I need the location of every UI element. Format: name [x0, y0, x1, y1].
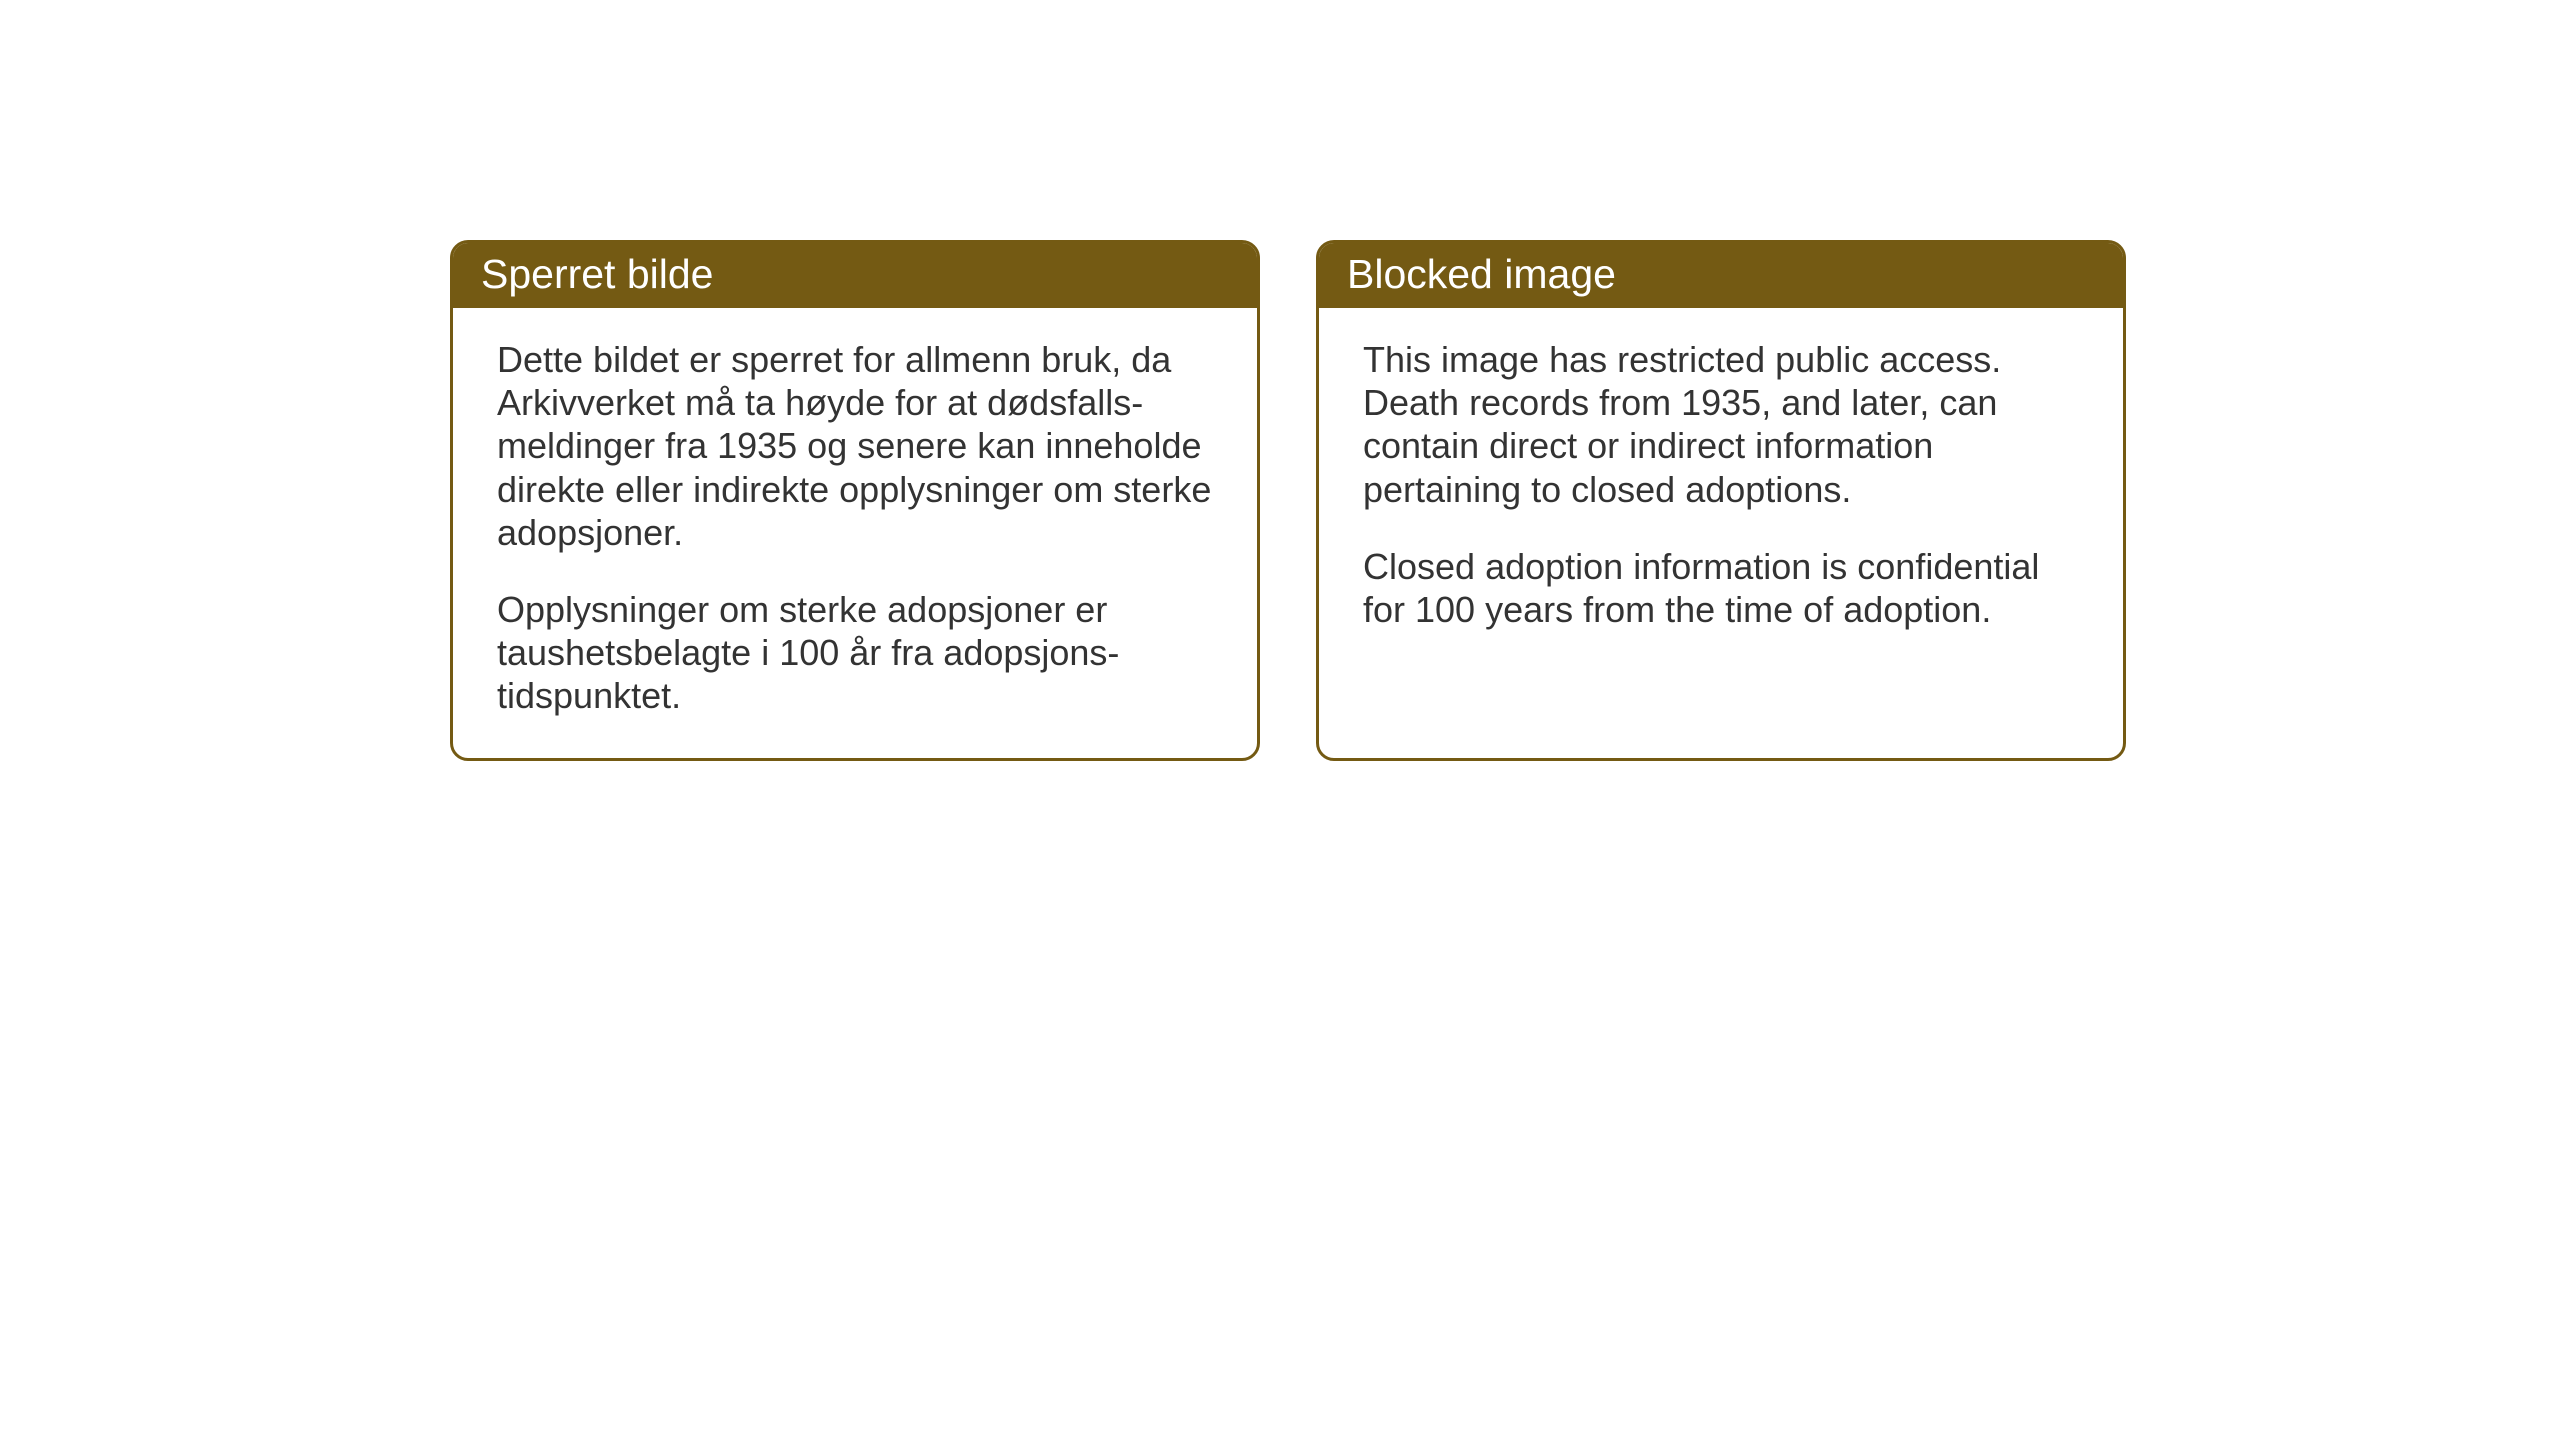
- notice-paragraph-2-english: Closed adoption information is confident…: [1363, 545, 2079, 631]
- card-header-norwegian: Sperret bilde: [453, 243, 1257, 308]
- notice-container: Sperret bilde Dette bildet er sperret fo…: [450, 240, 2126, 761]
- notice-paragraph-1-english: This image has restricted public access.…: [1363, 338, 2079, 511]
- notice-card-english: Blocked image This image has restricted …: [1316, 240, 2126, 761]
- notice-paragraph-1-norwegian: Dette bildet er sperret for allmenn bruk…: [497, 338, 1213, 554]
- notice-paragraph-2-norwegian: Opplysninger om sterke adopsjoner er tau…: [497, 588, 1213, 718]
- card-body-english: This image has restricted public access.…: [1319, 308, 2123, 671]
- notice-card-norwegian: Sperret bilde Dette bildet er sperret fo…: [450, 240, 1260, 761]
- card-header-english: Blocked image: [1319, 243, 2123, 308]
- card-body-norwegian: Dette bildet er sperret for allmenn bruk…: [453, 308, 1257, 758]
